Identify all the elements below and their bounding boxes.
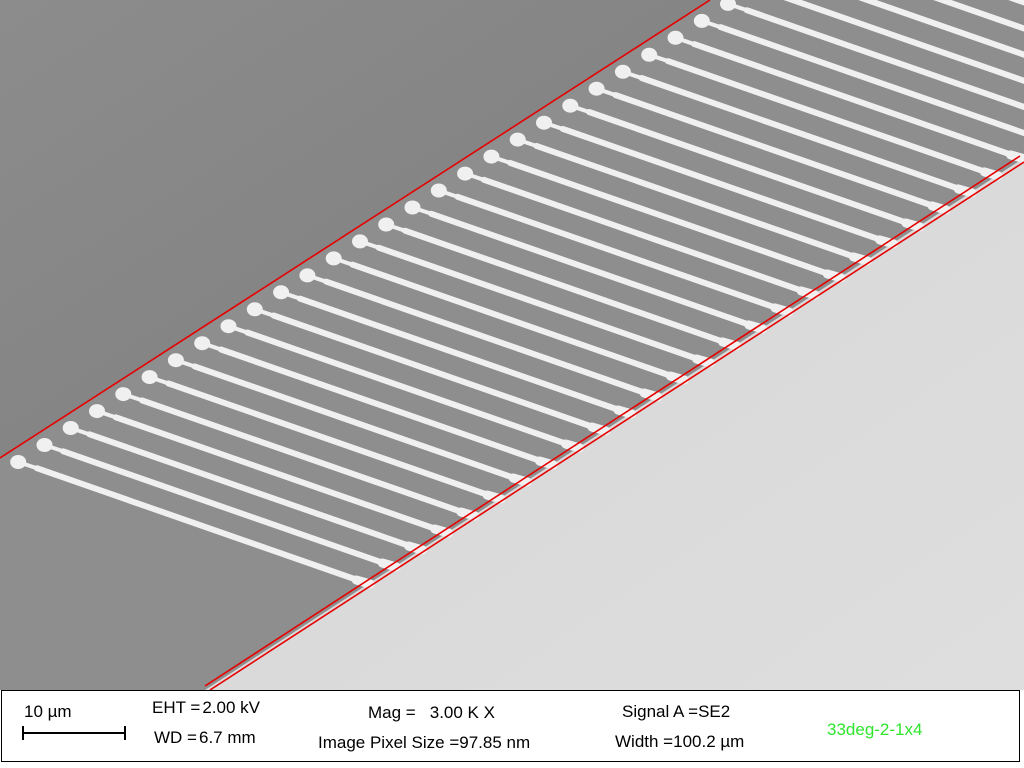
nanowire xyxy=(33,465,364,584)
nanowire xyxy=(165,380,494,499)
nanowire xyxy=(559,125,887,244)
nanowire xyxy=(428,210,756,329)
sem-micrograph xyxy=(0,0,1024,690)
pixel-size-readout: Image Pixel Size = 97.85 nm xyxy=(318,733,530,753)
nanowire-neck xyxy=(410,205,436,217)
nanowire xyxy=(612,92,940,210)
nanowire xyxy=(218,346,547,465)
nanowire-neck xyxy=(463,171,488,183)
upper-edge-line xyxy=(0,0,711,459)
nanowire xyxy=(454,193,782,312)
nanowire-neck xyxy=(436,188,462,200)
nanowire-neck xyxy=(42,443,68,454)
nanowire-neck xyxy=(358,239,383,251)
mag-label: Mag = xyxy=(368,703,416,722)
mag-value: 3.00 K X xyxy=(429,703,495,722)
nanowire-foot xyxy=(456,507,480,521)
nanowire xyxy=(586,109,913,227)
nanowire-neck xyxy=(147,375,173,387)
nanowire-neck xyxy=(252,307,278,319)
nanowire-neck xyxy=(489,154,515,166)
nanowire xyxy=(858,0,1024,58)
nanowire xyxy=(323,278,652,397)
nanowire xyxy=(270,312,599,431)
nanowire xyxy=(783,0,1024,84)
nanowire-neck xyxy=(726,1,751,13)
nanowire-neck xyxy=(515,137,541,149)
nanowire-neck xyxy=(568,103,593,115)
scale-bar-line xyxy=(22,732,126,734)
pixel-size-label: Image Pixel Size = xyxy=(318,733,460,752)
nanowire-neck xyxy=(68,426,94,437)
nanowire-neck xyxy=(121,392,146,403)
signal-readout: Signal A = SE2 xyxy=(622,702,730,722)
nanowire xyxy=(296,295,625,414)
nanowire xyxy=(191,363,521,482)
nanowire-neck xyxy=(647,52,672,64)
nanowire xyxy=(86,431,416,550)
nanowire-neck xyxy=(173,358,199,370)
nanowire xyxy=(638,75,966,193)
nanowire-foot xyxy=(377,558,401,572)
nanowire-foot xyxy=(508,473,532,487)
nanowire xyxy=(112,414,442,533)
wd-readout: WD = 6.7 mm xyxy=(154,728,256,748)
nanowire xyxy=(60,448,390,567)
lower-edge-line xyxy=(204,155,1021,687)
nanowire-neck xyxy=(620,69,646,81)
eht-value: 2.00 kV xyxy=(202,698,260,717)
nanowire-neck xyxy=(699,18,725,30)
nanowire-foot xyxy=(404,541,427,555)
signal-label: Signal A = xyxy=(622,702,699,721)
mag-readout: Mag = 3.00 K X xyxy=(368,703,495,723)
scale-bar-label: 10 µm xyxy=(24,702,72,721)
nanowire-neck xyxy=(95,409,120,420)
nanowire-neck xyxy=(279,290,304,302)
eht-label: EHT = xyxy=(152,698,201,717)
nanowire xyxy=(933,0,1024,32)
width-label: Width = xyxy=(615,732,674,751)
nanowire-neck xyxy=(542,120,567,132)
nanowire xyxy=(349,261,678,380)
nanowire-foot xyxy=(351,575,375,589)
nanowire-neck xyxy=(673,35,699,47)
sample-label: 33deg-2-1x4 xyxy=(827,720,923,739)
data-bar-frame xyxy=(1,690,1020,762)
width-readout: Width = 100.2 µm xyxy=(615,732,744,752)
nanowire-foot xyxy=(430,524,454,538)
signal-value: SE2 xyxy=(698,702,731,721)
wd-label: WD = xyxy=(154,728,197,747)
nanowire-foot xyxy=(534,456,558,470)
nanowire xyxy=(139,397,468,516)
sem-data-bar: 10 µm EHT = 2.00 kV WD = 6.7 mm Mag = 3.… xyxy=(0,690,1024,768)
nanowire xyxy=(743,7,1024,111)
nanowire xyxy=(402,227,730,346)
width-value: 100.2 µm xyxy=(673,732,745,751)
nanowire-array xyxy=(10,0,1024,589)
nanowire-neck xyxy=(226,324,252,336)
pixel-size-value: 97.85 nm xyxy=(459,733,531,752)
nanowire xyxy=(375,244,704,363)
nanowire-neck xyxy=(594,86,620,98)
nanowire-neck xyxy=(305,273,330,285)
nanowire xyxy=(717,24,1024,137)
nanowire xyxy=(664,58,992,176)
nanowire xyxy=(691,41,1018,159)
nanowire-neck xyxy=(331,256,357,268)
nanowire xyxy=(533,142,861,261)
scale-bar-tick-right xyxy=(124,726,126,740)
nanowire-neck xyxy=(200,341,225,353)
scale-bar xyxy=(22,726,126,740)
nanowire-neck xyxy=(16,460,41,471)
nanowire xyxy=(480,176,809,295)
lower-edge-line-2 xyxy=(209,161,1024,690)
nanowire-neck xyxy=(384,222,409,234)
scale-bar-tick-left xyxy=(22,726,24,740)
nanowire-foot xyxy=(482,490,506,504)
nanowire xyxy=(244,329,573,448)
eht-readout: EHT = 2.00 kV xyxy=(152,698,260,718)
wd-value: 6.7 mm xyxy=(198,728,256,747)
nanowire xyxy=(507,159,835,278)
